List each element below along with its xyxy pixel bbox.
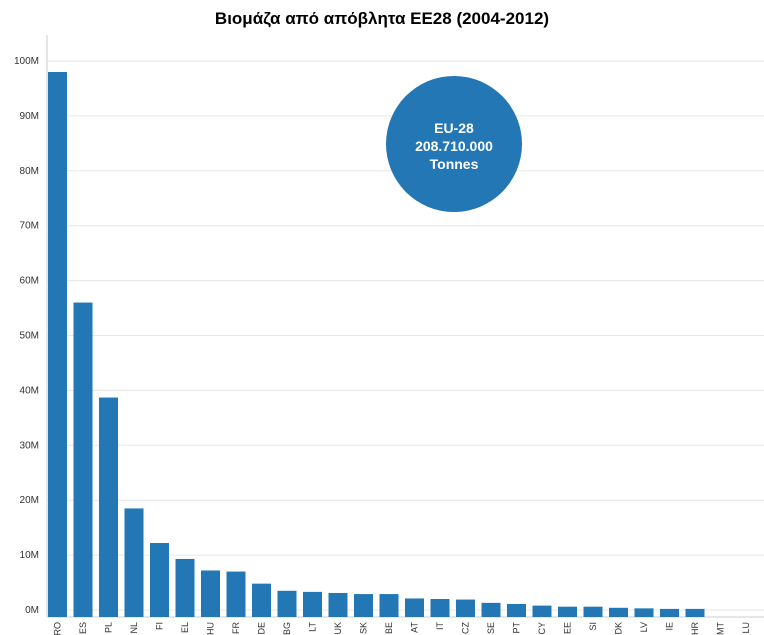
x-tick-label: SE [486, 622, 496, 634]
bar-fr [226, 571, 246, 617]
bar-it [430, 599, 450, 617]
y-tick-label: 60M [20, 276, 39, 287]
bar-at [405, 598, 424, 617]
x-tick-label: BG [282, 622, 292, 635]
bar-si [583, 606, 603, 617]
bar-bg [277, 590, 297, 617]
eu28-total-bubble [386, 76, 522, 212]
y-tick-label: 80M [20, 166, 39, 177]
x-tick-label: DE [257, 622, 267, 635]
bar-nl [124, 508, 144, 617]
x-tick-label: EE [563, 622, 573, 634]
bar-hr [685, 608, 705, 617]
x-tick-label: FI [155, 622, 165, 630]
y-tick-label: 30M [20, 440, 39, 451]
x-tick-label: LU [741, 622, 751, 634]
bar-lv [634, 608, 654, 617]
bubble-label: Tonnes [430, 156, 479, 172]
y-tick-label: 100M [14, 56, 39, 67]
bar-fi [150, 543, 169, 617]
x-tick-label: HU [206, 622, 216, 635]
bar-cy [532, 605, 552, 617]
bar-el [175, 558, 195, 617]
x-tick-label: CZ [461, 622, 471, 634]
y-tick-label: 0M [25, 605, 39, 616]
x-tick-label: UK [333, 622, 343, 635]
bar-ie [660, 608, 679, 617]
x-tick-label: IT [435, 621, 445, 630]
bar-es [73, 302, 93, 617]
y-tick-label: 70M [20, 221, 39, 232]
bubble-label: 208.710.000 [415, 138, 493, 154]
y-tick-label: 90M [20, 111, 39, 122]
x-tick-label: DK [614, 622, 624, 635]
x-tick-label: SK [359, 622, 369, 634]
x-tick-label: EL [180, 622, 190, 633]
y-tick-label: 20M [20, 495, 39, 506]
x-tick-label: CY [537, 622, 547, 635]
bar-hu [201, 570, 220, 617]
bar-pl [99, 397, 118, 617]
bar-be [379, 594, 399, 617]
x-tick-label: RO [53, 622, 63, 635]
x-tick-label: LV [639, 622, 649, 632]
y-tick-label: 50M [20, 331, 39, 342]
x-tick-label: NL [129, 622, 139, 634]
x-tick-label: LT [308, 622, 318, 632]
y-tick-label: 40M [20, 385, 39, 396]
bar-dk [609, 607, 628, 617]
x-tick-label: ES [78, 622, 88, 634]
x-tick-label: IE [665, 622, 675, 631]
bar-de [252, 583, 271, 617]
bar-lt [303, 591, 322, 617]
x-tick-label: SI [588, 622, 598, 631]
bubble-label: EU-28 [434, 120, 474, 136]
chart-title: Βιομάζα από απόβλητα ΕΕ28 (2004-2012) [214, 9, 550, 28]
bar-cz [456, 599, 475, 617]
x-tick-label: FR [231, 622, 241, 634]
bar-sk [354, 594, 373, 617]
x-tick-label: BE [384, 622, 394, 634]
x-tick-label: PT [512, 622, 522, 634]
bar-ee [558, 606, 577, 617]
y-tick-label: 10M [20, 550, 39, 561]
bar-uk [328, 592, 348, 617]
x-tick-label: HR [690, 622, 700, 635]
x-tick-label: MT [716, 622, 726, 635]
bar-pt [507, 603, 526, 617]
bar-ro [48, 71, 67, 618]
x-tick-label: PL [104, 622, 114, 633]
bar-se [481, 602, 501, 617]
x-tick-label: AT [410, 622, 420, 633]
